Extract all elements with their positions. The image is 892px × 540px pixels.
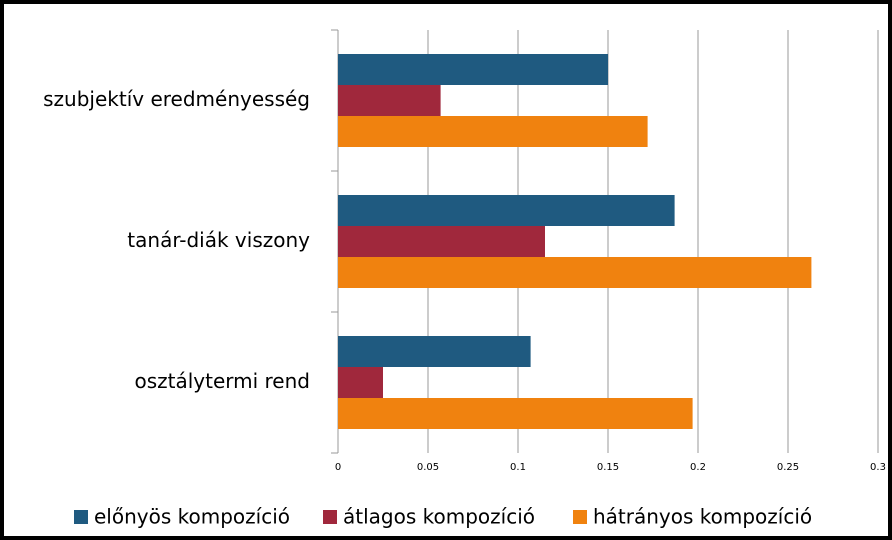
legend-label: előnyös kompozíció	[94, 505, 290, 529]
legend-label: hátrányos kompozíció	[593, 505, 812, 529]
legend-swatch	[573, 510, 587, 524]
x-tick-label: 0.15	[597, 462, 619, 473]
x-tick-label: 0.2	[690, 462, 706, 473]
bar	[338, 336, 531, 367]
x-tick-label: 0.25	[777, 462, 799, 473]
x-tick-label: 0.3	[870, 462, 886, 473]
legend-swatch	[323, 510, 337, 524]
y-tick-label: szubjektív eredményesség	[43, 87, 310, 111]
bar	[338, 226, 545, 257]
x-tick-label: 0.05	[417, 462, 439, 473]
x-tick-label: 0.1	[510, 462, 526, 473]
y-tick-label: tanár-diák viszony	[127, 228, 310, 252]
y-tick-label: osztálytermi rend	[134, 369, 310, 393]
legend-swatch	[74, 510, 88, 524]
bar	[338, 85, 441, 116]
bar	[338, 257, 812, 288]
bar	[338, 195, 675, 226]
x-tick-label: 0	[335, 462, 341, 473]
legend-label: átlagos kompozíció	[343, 505, 535, 529]
bar	[338, 398, 693, 429]
bar	[338, 367, 383, 398]
bar	[338, 54, 608, 85]
bar	[338, 116, 648, 147]
